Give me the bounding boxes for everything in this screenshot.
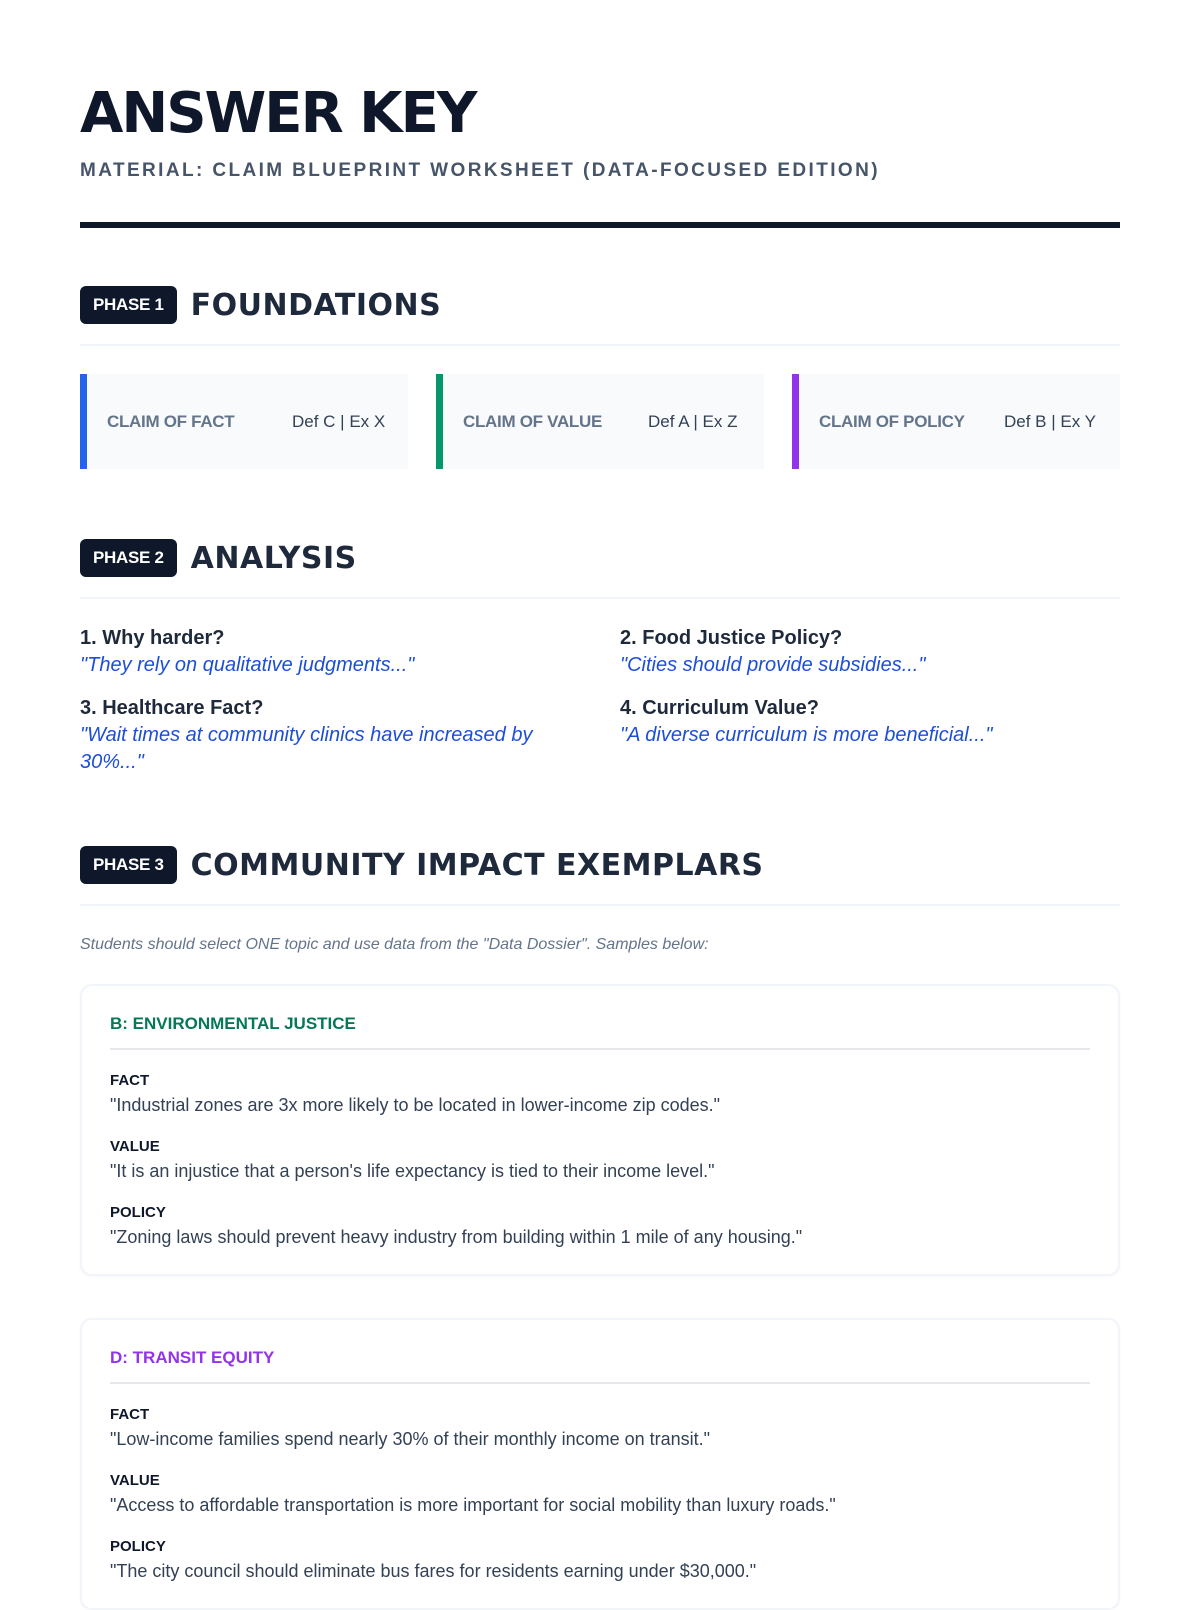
question: 2. Food Justice Policy? xyxy=(620,627,843,649)
claim-answer: Def C | Ex X xyxy=(292,411,386,431)
phase-title: ANALYSIS xyxy=(190,540,357,576)
question-item: 2. Food Justice Policy? "Cities should pr… xyxy=(620,627,1120,679)
claim-answer: Def B | Ex Y xyxy=(1004,411,1096,431)
claim-text: "Low-income families spend nearly 30% of… xyxy=(110,1429,711,1449)
instruction-note: Students should select ONE topic and use… xyxy=(80,936,709,953)
question: 1. Why harder? xyxy=(80,627,225,649)
claim-card-value: CLAIM OF VALUE Def A | Ex Z xyxy=(436,374,764,469)
answer: "They rely on qualitative judgments..." xyxy=(80,654,415,676)
claim-card-policy: CLAIM OF POLICY Def B | Ex Y xyxy=(792,374,1120,469)
answer: "A diverse curriculum is more beneficial… xyxy=(620,724,993,746)
claim-text: "It is an injustice that a person's life… xyxy=(110,1161,715,1181)
phase-2-section: PHASE 2 ANALYSIS 1. Why harder? "They rel… xyxy=(80,539,1120,776)
question-item: 1. Why harder? "They rely on qualitative … xyxy=(80,627,580,679)
page-subtitle: MATERIAL: CLAIM BLUEPRINT WORKSHEET (DAT… xyxy=(80,160,880,181)
claim-type: FACT xyxy=(110,1406,150,1423)
phase-badge: PHASE 3 xyxy=(80,846,177,884)
claim-type: POLICY xyxy=(110,1538,166,1555)
question: 3. Healthcare Fact? xyxy=(80,697,264,719)
phase-title: COMMUNITY IMPACT EXEMPLARS xyxy=(190,847,764,883)
claim-label: CLAIM OF FACT xyxy=(107,411,235,431)
claim-text: "The city council should eliminate bus f… xyxy=(110,1561,757,1581)
claim-text: "Access to affordable transportation is … xyxy=(110,1495,836,1515)
claim-card-fact: CLAIM OF FACT Def C | Ex X xyxy=(80,374,408,469)
exemplar-card: D: TRANSIT EQUITY FACT "Low-income famili… xyxy=(80,1318,1120,1610)
answer: "Cities should provide subsidies..." xyxy=(620,654,926,676)
claim-answer: Def A | Ex Z xyxy=(648,411,738,431)
page-title: ANSWER KEY xyxy=(80,81,477,146)
exemplar-item: VALUE "Access to affordable transportatio… xyxy=(110,1472,1090,1516)
divider xyxy=(80,222,1120,228)
claim-label: CLAIM OF VALUE xyxy=(463,411,603,431)
phase-title: FOUNDATIONS xyxy=(190,287,442,323)
claim-type: FACT xyxy=(110,1072,150,1089)
claim-text: "Zoning laws should prevent heavy indust… xyxy=(110,1227,803,1247)
exemplar-title: D: TRANSIT EQUITY xyxy=(110,1348,1090,1384)
claim-type: POLICY xyxy=(110,1204,166,1221)
claim-type: VALUE xyxy=(110,1472,160,1489)
exemplar-item: POLICY "The city council should eliminate… xyxy=(110,1538,1090,1582)
exemplar-title: B: ENVIRONMENTAL JUSTICE xyxy=(110,1014,1090,1050)
phase-badge: PHASE 1 xyxy=(80,286,177,324)
exemplar-item: FACT "Industrial zones are 3x more likely… xyxy=(110,1072,1090,1116)
claim-text: "Industrial zones are 3x more likely to … xyxy=(110,1095,721,1115)
phase-badge: PHASE 2 xyxy=(80,539,177,577)
question: 4. Curriculum Value? xyxy=(620,697,819,719)
exemplar-item: VALUE "It is an injustice that a person's… xyxy=(110,1138,1090,1182)
question-item: 4. Curriculum Value? "A diverse curriculu… xyxy=(620,697,1120,776)
exemplar-card: B: ENVIRONMENTAL JUSTICE FACT "Industrial… xyxy=(80,984,1120,1276)
claim-label: CLAIM OF POLICY xyxy=(819,411,965,431)
claim-type: VALUE xyxy=(110,1138,160,1155)
exemplar-item: FACT "Low-income families spend nearly 30… xyxy=(110,1406,1090,1450)
answer: "Wait times at community clinics have in… xyxy=(80,724,533,773)
exemplar-item: POLICY "Zoning laws should prevent heavy … xyxy=(110,1204,1090,1248)
phase-1-section: PHASE 1 FOUNDATIONS CLAIM OF FACT Def C … xyxy=(80,286,1120,469)
question-item: 3. Healthcare Fact? "Wait times at commun… xyxy=(80,697,580,776)
phase-3-section: PHASE 3 COMMUNITY IMPACT EXEMPLARS Stude… xyxy=(80,846,1120,1610)
